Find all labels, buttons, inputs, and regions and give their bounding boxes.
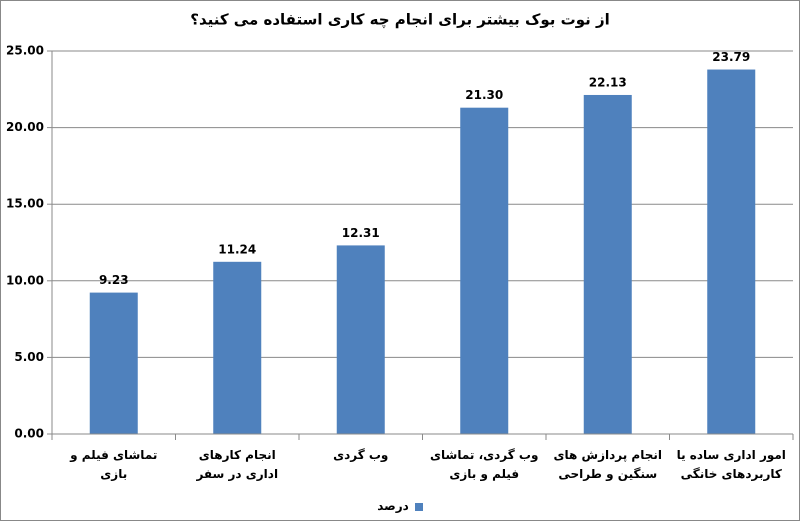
y-tick-label: 10.00 — [6, 273, 44, 287]
x-tick-label: امور اداری ساده یا کاربردهای خانگی — [676, 448, 786, 481]
value-label: 9.23 — [99, 273, 129, 287]
x-tick-label: وب گردی — [333, 448, 389, 462]
x-tick-label: انجام پردازش های سنگین و طراحی — [553, 448, 662, 481]
bar — [89, 292, 138, 434]
bar — [460, 107, 509, 435]
x-tick-label: انجام کارهای اداری در سفر — [196, 448, 279, 481]
value-label: 12.31 — [342, 226, 380, 240]
legend-label: درصد — [377, 499, 409, 513]
value-label: 21.30 — [465, 88, 503, 102]
chart-title: از نوت بوک بیشتر برای انجام چه کاری استف… — [190, 11, 609, 30]
y-tick-label: 0.00 — [14, 427, 44, 441]
y-tick-label: 5.00 — [14, 350, 44, 364]
legend-swatch — [414, 502, 423, 511]
y-tick-label: 20.00 — [6, 120, 44, 134]
bar — [336, 245, 385, 434]
bar — [213, 261, 262, 434]
y-tick-label: 25.00 — [6, 44, 44, 58]
x-tick-label: تماشای فیلم و بازی — [70, 448, 158, 481]
y-tick-label: 15.00 — [6, 197, 44, 211]
legend: درصد — [0, 499, 800, 513]
bar — [583, 94, 632, 435]
value-label: 22.13 — [589, 75, 627, 89]
value-label: 23.79 — [712, 50, 750, 64]
x-tick-label: وب گردی، تماشای فیلم و بازی — [430, 448, 539, 481]
value-label: 11.24 — [218, 242, 256, 256]
bar — [707, 69, 756, 434]
